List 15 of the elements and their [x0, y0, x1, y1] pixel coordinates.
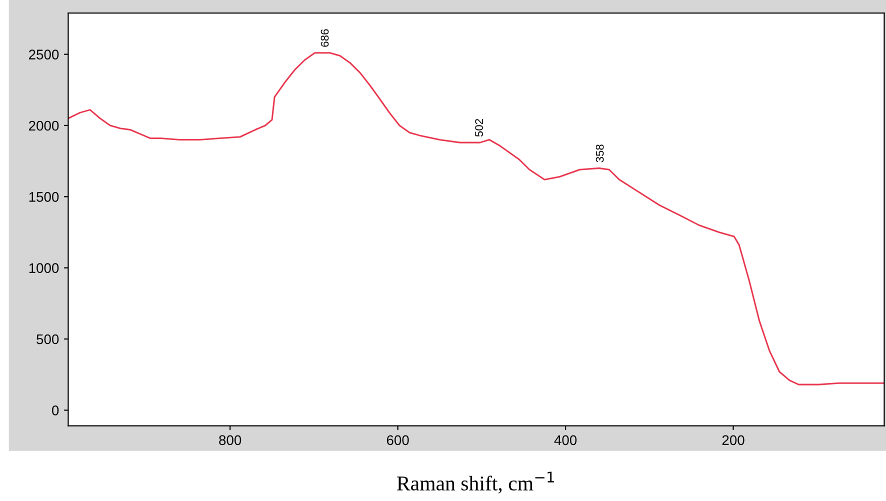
x-tick-label: 400	[554, 435, 577, 446]
y-tick-label: 2000	[29, 120, 59, 131]
line-series	[68, 52, 884, 386]
y-tick-label: 0	[52, 406, 59, 416]
annotation: 358	[596, 144, 604, 162]
y-tick-label: 500	[36, 334, 59, 344]
x-tick-label: 800	[219, 435, 242, 446]
x-tick-label: 200	[722, 435, 744, 446]
annotation: 502	[475, 119, 483, 137]
x-axis-title: Raman shift, cm$^{−1}$	[397, 472, 554, 494]
y-tick-label: 2500	[29, 50, 59, 60]
y-tick-label: 1000	[29, 263, 59, 274]
y-tick-label: 1500	[29, 192, 59, 202]
annotation: 686	[320, 29, 329, 47]
x-tick-label: 600	[386, 435, 409, 446]
